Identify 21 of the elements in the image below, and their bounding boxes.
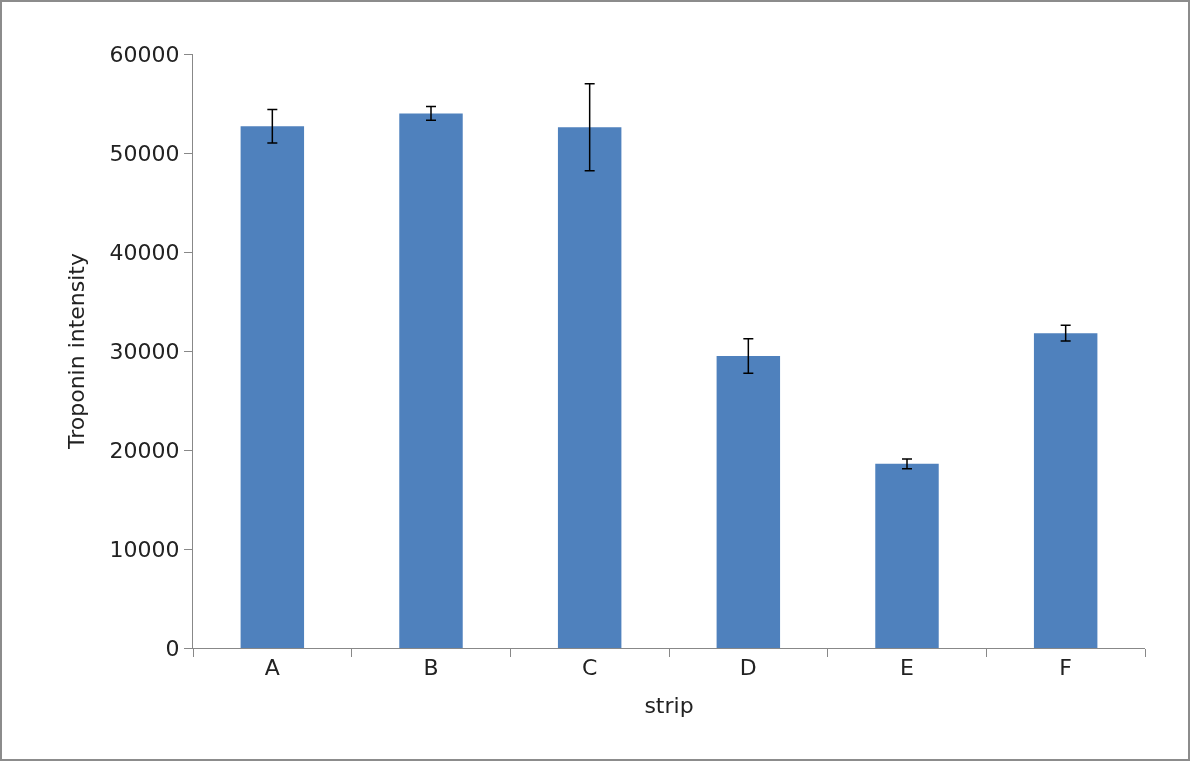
x-axis-title: strip	[644, 693, 694, 719]
y-tick-label: 50000	[109, 140, 180, 166]
y-tick-label: 10000	[109, 536, 180, 562]
y-axis-title: Troponin intensity	[64, 252, 90, 451]
bar	[240, 126, 305, 648]
bar	[1033, 333, 1098, 648]
y-tick-label: 40000	[109, 239, 180, 265]
x-tick-label: C	[581, 655, 598, 681]
y-tick-label: 0	[165, 635, 180, 661]
y-tick-label: 30000	[109, 338, 180, 364]
x-tick-label: D	[739, 655, 757, 681]
bar	[716, 355, 781, 648]
x-tick-label: F	[1059, 655, 1072, 681]
bar	[557, 127, 622, 648]
bar	[875, 463, 939, 648]
y-tick-label: 20000	[109, 437, 180, 463]
y-tick-label: 60000	[109, 41, 180, 67]
x-tick-label: A	[264, 655, 280, 681]
x-tick-label: B	[423, 655, 439, 681]
bar	[399, 113, 463, 648]
x-tick-label: E	[900, 655, 914, 681]
